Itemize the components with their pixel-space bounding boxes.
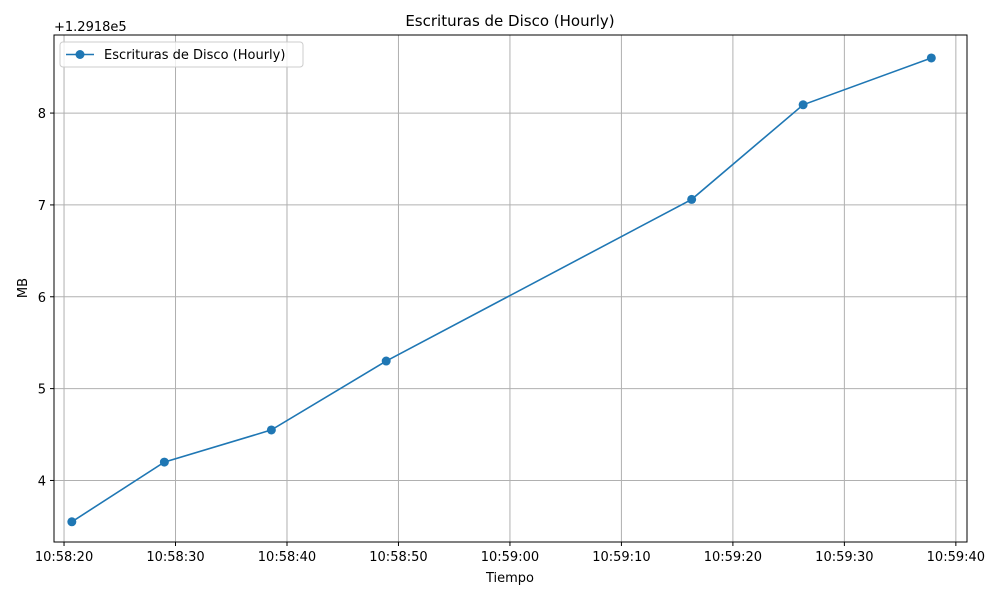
x-tick-label: 10:58:40: [258, 550, 316, 565]
x-tick-label: 10:59:20: [704, 550, 762, 565]
plot-frame: [53, 34, 968, 543]
data-point: [159, 457, 169, 467]
x-ticks: 10:58:20 10:58:30 10:58:40 10:58:50 10:59:00…: [35, 542, 985, 565]
y-tick-label: 4: [38, 474, 46, 489]
data-point: [266, 425, 276, 435]
data-point: [926, 53, 936, 63]
data-point: [687, 194, 697, 204]
series-line: [71, 57, 932, 523]
y-tick-label: 7: [38, 199, 46, 214]
y-tick-label: 5: [38, 383, 46, 398]
series-layer: [67, 53, 936, 527]
data-point: [798, 100, 808, 110]
x-tick-label: 10:59:10: [592, 550, 650, 565]
x-tick-label: 10:59:00: [481, 550, 539, 565]
x-axis-label: Tiempo: [485, 571, 534, 586]
y-axis-label: MB: [16, 278, 31, 298]
y-ticks: 4 5 6 7 8: [38, 107, 54, 489]
legend-marker-swatch: [75, 50, 85, 59]
x-tick-label: 10:59:40: [927, 550, 985, 565]
grid: [54, 35, 967, 542]
legend-label: Escrituras de Disco (Hourly): [104, 48, 285, 63]
x-tick-label: 10:59:30: [815, 550, 873, 565]
data-point: [67, 517, 77, 527]
y-offset-label: +1.2918e5: [54, 20, 127, 35]
x-tick-label: 10:58:30: [146, 550, 204, 565]
chart-title: Escrituras de Disco (Hourly): [405, 12, 614, 30]
y-tick-label: 6: [38, 291, 46, 306]
legend-box: [59, 41, 304, 68]
y-tick-label: 8: [38, 107, 46, 122]
legend: Escrituras de Disco (Hourly): [59, 41, 304, 68]
x-tick-label: 10:58:20: [35, 550, 93, 565]
x-tick-label: 10:58:50: [369, 550, 427, 565]
data-point: [381, 356, 391, 366]
